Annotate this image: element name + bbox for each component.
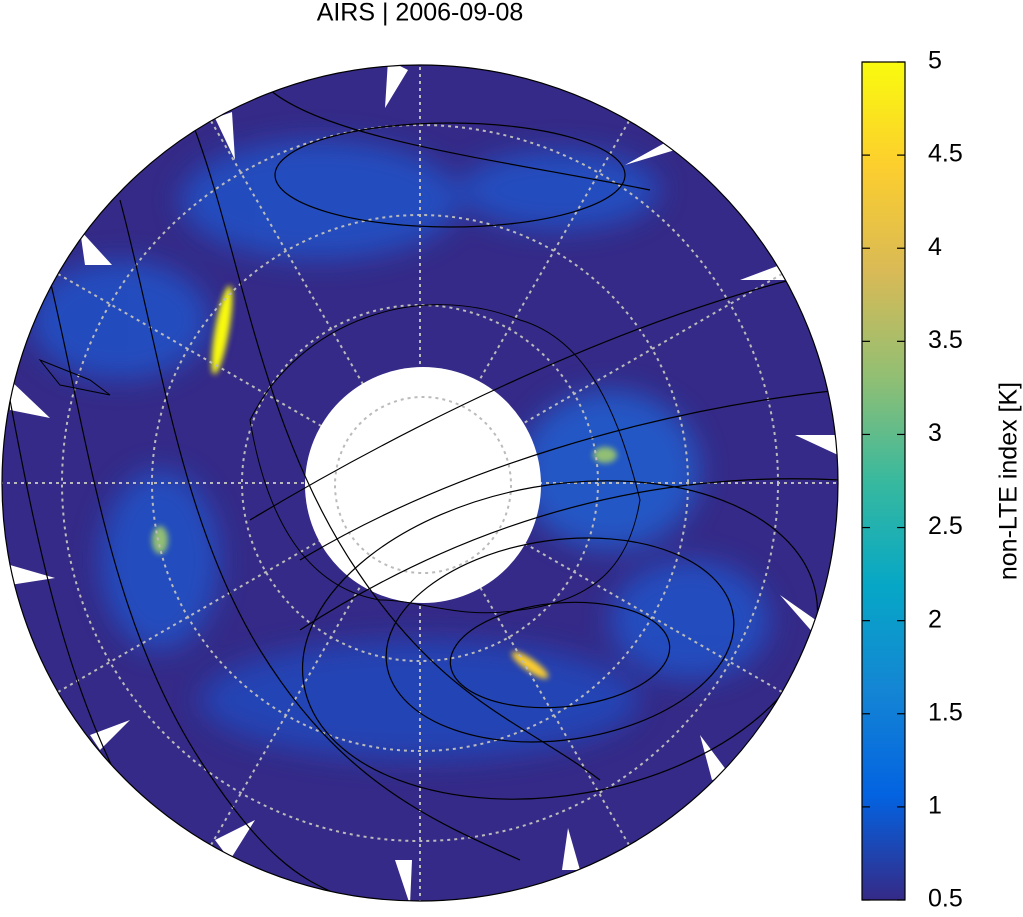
map-border [1,64,839,902]
colorbar-tick-label: 4 [928,233,942,261]
colorbar-label: non-LTE index [K] [995,382,1023,580]
colorbar-tick-label: 3 [928,419,942,447]
colorbar-tick-label: 4.5 [928,140,963,168]
map-disc [2,65,838,901]
colorbar [861,61,906,901]
colorbar-tick-label: 1 [928,791,942,819]
colorbar-tick-label: 0.5 [928,885,963,912]
colorbar-tick-label: 3.5 [928,326,963,354]
colorbar-tick-label: 2.5 [928,512,963,540]
colorbar-tick-label: 1.5 [928,698,963,726]
colorbar-tick-label: 5 [928,47,942,75]
colorbar-tick-label: 2 [928,605,942,633]
map-title: AIRS | 2006-09-08 [317,0,524,27]
